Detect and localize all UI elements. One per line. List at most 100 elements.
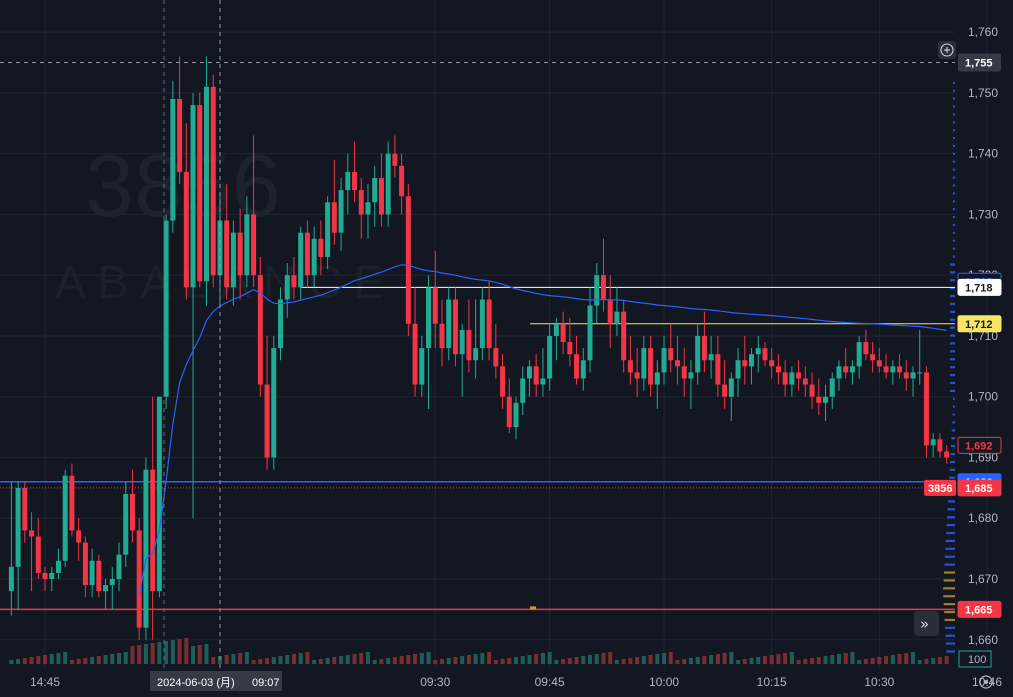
candle-body — [897, 366, 903, 373]
scroll-to-realtime-button[interactable]: » — [914, 611, 939, 636]
volume-bar — [130, 646, 135, 664]
candle-body — [769, 360, 775, 367]
volume-bar — [433, 660, 438, 664]
x-tick-label: 10:15 — [757, 675, 787, 689]
price-label-red-outline: 1,692 — [957, 436, 1002, 454]
volume-bar — [561, 659, 566, 664]
candle — [560, 311, 566, 355]
profile-bar — [950, 342, 955, 345]
candle — [796, 360, 802, 391]
candle — [62, 469, 68, 567]
axis-settings-button[interactable] — [979, 675, 993, 689]
volume-bar — [688, 658, 693, 664]
volume-bar — [594, 654, 599, 664]
volume-bar — [850, 652, 855, 664]
volume-bar — [76, 659, 81, 664]
volume-bar — [96, 656, 101, 664]
candle — [506, 378, 512, 434]
volume-bar — [399, 656, 404, 664]
candle — [809, 372, 815, 409]
profile-bar — [945, 539, 955, 543]
profile-bar — [946, 524, 955, 527]
candle-body — [695, 335, 701, 373]
volume-bar — [924, 659, 929, 664]
candle-body — [109, 579, 115, 586]
candle — [284, 263, 290, 318]
profile-bar — [950, 381, 955, 385]
candle — [291, 256, 297, 300]
candle — [271, 335, 277, 470]
volume-bar — [715, 654, 720, 664]
candle — [459, 323, 465, 397]
profile-bar — [945, 634, 955, 637]
candle — [674, 335, 680, 385]
candle — [742, 335, 748, 385]
candle-body — [742, 360, 748, 367]
x-tick-label: 14:45 — [30, 675, 60, 689]
candle-body — [540, 378, 546, 385]
x-tick-label: 10:30 — [864, 675, 894, 689]
candle-body — [668, 348, 674, 361]
candle — [937, 433, 943, 458]
candle-body — [809, 384, 815, 397]
price-label-red-text: 1,665 — [965, 604, 993, 616]
candle-body — [197, 105, 203, 282]
crosshair-time-label: 2024-06-03 (月) 09:07 — [150, 671, 282, 691]
volume-bar — [473, 654, 478, 664]
candle — [668, 323, 674, 373]
volume-bar — [695, 657, 700, 664]
price-label-white: 1,718 — [957, 278, 1002, 296]
candle — [849, 360, 855, 385]
price-label-white-text: 1,718 — [965, 282, 993, 294]
profile-bar — [952, 421, 955, 424]
candle-body — [183, 171, 189, 288]
candle-body — [930, 439, 936, 446]
candle — [311, 226, 317, 288]
candle — [318, 220, 324, 276]
candle-body — [419, 348, 425, 385]
candle-body — [944, 451, 950, 458]
volume-bar — [776, 654, 781, 664]
volume-bar — [43, 655, 48, 664]
candle-body — [237, 232, 243, 276]
candle-body — [446, 299, 452, 349]
candle-body — [634, 372, 640, 379]
volume-bar — [742, 659, 747, 664]
profile-bar — [944, 555, 955, 558]
candle-body — [749, 354, 755, 367]
candle — [197, 92, 203, 288]
volume-bar — [9, 660, 14, 664]
candle — [923, 366, 929, 458]
candle-body — [170, 98, 176, 221]
candle-body — [762, 348, 768, 361]
candle — [358, 177, 364, 239]
candle-body — [15, 487, 21, 567]
candle — [513, 396, 519, 440]
volume-bar — [271, 657, 276, 664]
volume-bar — [318, 659, 323, 664]
candle-body — [257, 275, 263, 385]
candle — [944, 445, 950, 464]
candle — [701, 311, 707, 373]
price-label-red: 1,665 — [957, 600, 1002, 618]
price-label-last: 1,685 — [957, 479, 1002, 497]
candle-body — [284, 275, 290, 300]
profile-bar — [946, 531, 955, 535]
candle-body — [8, 566, 14, 592]
volume-bar — [897, 654, 902, 664]
candle-body — [55, 560, 61, 573]
candle — [150, 396, 156, 640]
profile-bar — [953, 113, 955, 116]
volume-bar — [628, 658, 633, 664]
candle — [883, 354, 889, 379]
candle — [547, 323, 553, 391]
price-label-red-outline-text: 1,692 — [965, 440, 993, 452]
add-alert-button[interactable] — [938, 41, 956, 59]
candle-body — [385, 153, 391, 215]
crosshair — [0, 0, 955, 668]
candle — [331, 159, 337, 245]
candle-body — [264, 384, 270, 458]
volume-bar — [258, 659, 263, 664]
